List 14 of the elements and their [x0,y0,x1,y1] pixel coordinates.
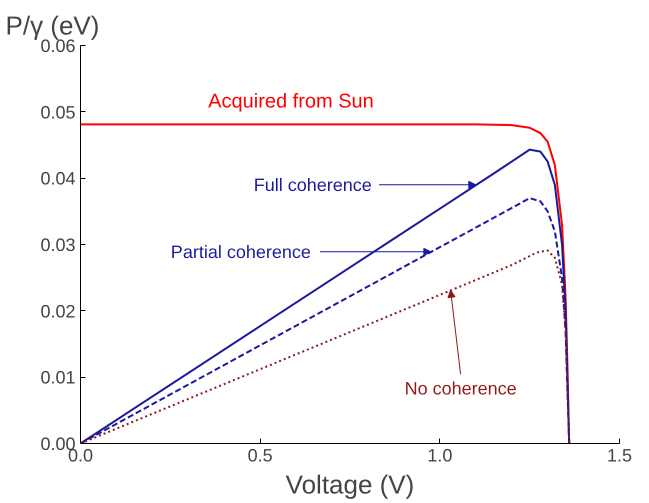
annotation: Partial coherence [170,242,311,262]
x-tick-label: 0.5 [248,446,273,466]
series-label: Acquired from Sun [208,90,374,112]
y-tick-label: 0.02 [40,301,76,322]
y-tick-label: 0.03 [40,235,76,255]
annotation: Full coherence [254,174,372,195]
x-axis-title: Voltage (V) [286,470,414,500]
annotation: No coherence [404,378,517,398]
y-tick-label: 0.05 [40,102,76,122]
y-tick-label: 0.01 [40,368,76,388]
y-axis-title: P/γ (eV) [6,10,100,40]
y-tick-label: 0.04 [40,168,76,189]
x-tick-label: 1.0 [427,446,452,466]
x-tick-label: 1.5 [606,446,632,466]
